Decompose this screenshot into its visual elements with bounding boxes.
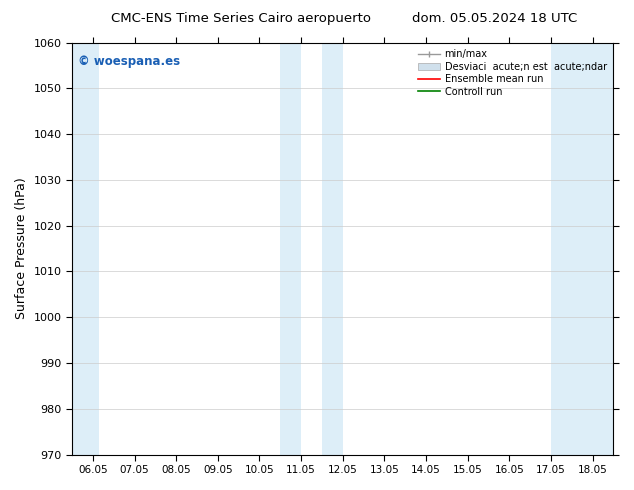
Bar	[551, 43, 572, 455]
Text: © woespana.es: © woespana.es	[77, 55, 179, 68]
Bar	[322, 43, 343, 455]
Bar	[572, 43, 618, 455]
Legend: min/max, Desviaci  acute;n est  acute;ndar, Ensemble mean run, Controll run: min/max, Desviaci acute;n est acute;ndar…	[417, 48, 609, 98]
Bar	[72, 43, 99, 455]
Y-axis label: Surface Pressure (hPa): Surface Pressure (hPa)	[15, 178, 28, 319]
Text: CMC-ENS Time Series Cairo aeropuerto: CMC-ENS Time Series Cairo aeropuerto	[111, 12, 371, 25]
Text: dom. 05.05.2024 18 UTC: dom. 05.05.2024 18 UTC	[412, 12, 577, 25]
Bar	[280, 43, 301, 455]
